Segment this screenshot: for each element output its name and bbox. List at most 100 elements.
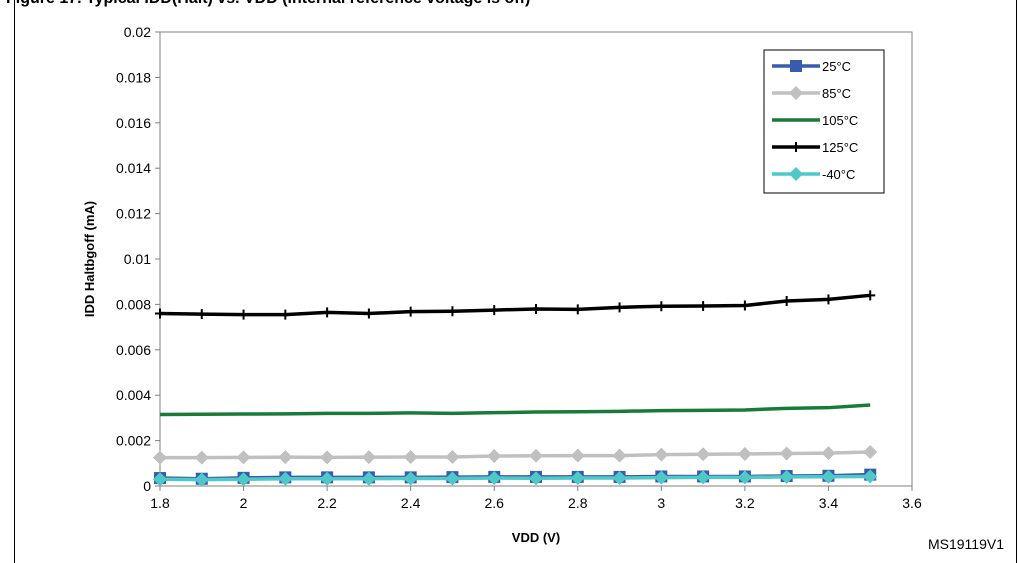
series-4-point-3 [278, 471, 293, 486]
series-1-point-17 [863, 444, 878, 459]
series-1-point-10 [570, 448, 585, 463]
series-line-3 [159, 293, 871, 317]
series-3-point-6 [405, 306, 416, 317]
series-3 [155, 290, 876, 320]
legend-item-0: 25°C [772, 59, 851, 74]
series-3-point-17 [865, 290, 876, 301]
legend-marker-3 [791, 142, 801, 152]
series-3-point-12 [656, 301, 667, 312]
series-3-point-10 [572, 304, 583, 315]
series-3-point-1 [196, 309, 207, 320]
legend-marker-4 [789, 167, 803, 181]
legend-label-0: 25°C [822, 59, 851, 74]
y-tick-label-9: 0.018 [116, 69, 151, 85]
y-tick-label-7: 0.014 [116, 160, 151, 176]
series-1-point-9 [529, 448, 543, 463]
y-tick-label-6: 0.012 [116, 206, 151, 222]
series-3-point-11 [614, 302, 625, 313]
series-1-point-0 [153, 450, 167, 465]
series-4-point-16 [821, 469, 836, 484]
y-tick-label-5: 0.01 [124, 251, 151, 267]
legend-label-3: 125°C [822, 140, 858, 155]
y-axis-label: IDD Haltbgoff (mA) [82, 201, 97, 317]
x-tick-label-3: 2.4 [401, 495, 421, 511]
series-4-point-4 [320, 471, 335, 486]
series-4-point-2 [236, 472, 251, 487]
legend-item-2: 105°C [772, 113, 858, 128]
y-tick-label-3: 0.006 [116, 342, 151, 358]
figure-reference: MS19119V1 [927, 536, 1004, 552]
series-line-1 [160, 450, 871, 460]
right-border [1016, 0, 1017, 563]
legend-label-1: 85°C [822, 86, 851, 101]
series-4-point-7 [445, 471, 460, 486]
legend-item-3: 125°C [772, 140, 858, 155]
series-1-point-7 [445, 449, 460, 464]
series-3-point-16 [823, 294, 834, 305]
x-tick-label-6: 3 [657, 495, 665, 511]
series-1-point-15 [779, 446, 794, 461]
x-tick-label-5: 2.8 [568, 495, 588, 511]
series-3-point-7 [447, 306, 458, 317]
series-line-4 [159, 474, 871, 482]
x-tick-label-1: 2 [240, 495, 248, 511]
series-4-point-17 [863, 469, 878, 484]
series-4-point-6 [403, 471, 418, 486]
legend-label-2: 105°C [822, 113, 858, 128]
series-1-point-8 [487, 449, 502, 464]
left-border [14, 0, 15, 563]
legend-marker-0 [790, 60, 802, 72]
x-tick-label-7: 3.2 [735, 495, 755, 511]
series-4-point-9 [529, 471, 543, 486]
series-4-point-15 [779, 469, 794, 484]
y-tick-label-2: 0.004 [116, 387, 151, 403]
x-tick-label-8: 3.4 [819, 495, 839, 511]
series-3-point-0 [155, 308, 165, 319]
series-line-2 [159, 403, 871, 417]
y-tick-label-0: 0 [143, 478, 151, 494]
y-tick-label-1: 0.002 [116, 433, 151, 449]
series-1-point-11 [612, 448, 627, 463]
series-1-point-5 [361, 450, 376, 465]
series-1-point-2 [236, 450, 251, 465]
series-3-point-4 [322, 307, 333, 318]
series-4-point-0 [153, 472, 167, 487]
series-3-point-8 [489, 305, 500, 316]
series-4-point-11 [612, 471, 627, 486]
series-3-point-13 [698, 300, 709, 311]
series-1-point-4 [320, 450, 335, 465]
series-4-point-1 [194, 472, 209, 487]
x-axis-label: VDD (V) [512, 530, 560, 545]
series-1-point-6 [403, 449, 418, 464]
series-3-point-15 [781, 295, 792, 306]
series-1-point-16 [821, 446, 836, 461]
x-tick-label-9: 3.6 [902, 495, 922, 511]
legend: 25°C 85°C 105°C 125°C -40°C [763, 49, 885, 194]
series-1-point-12 [654, 447, 669, 462]
x-tick-label-2: 2.2 [317, 495, 337, 511]
series-3-point-2 [238, 309, 249, 320]
series-1-point-13 [696, 447, 711, 462]
series-1-point-3 [278, 450, 293, 465]
series-3-point-14 [739, 300, 750, 311]
series-4 [153, 469, 878, 487]
y-tick-label-8: 0.016 [116, 115, 151, 131]
series-3-point-9 [531, 303, 541, 314]
series-4-point-12 [654, 470, 669, 485]
series-1 [153, 444, 878, 465]
legend-label-4: -40°C [822, 167, 855, 182]
series-2 [159, 403, 871, 417]
y-tick-label-10: 0.02 [124, 24, 151, 40]
series-4-point-5 [361, 471, 376, 486]
series-4-point-10 [570, 471, 585, 486]
series-1-point-14 [737, 446, 752, 461]
series-3-point-5 [363, 308, 374, 319]
figure-title: Figure 17. Typical IDD(Halt) vs. VDD (in… [6, 0, 530, 8]
series-4-point-13 [696, 470, 711, 485]
legend-item-1: 85°C [772, 86, 851, 101]
series-3-point-3 [280, 309, 291, 320]
series-1-point-1 [194, 450, 209, 465]
series-4-point-8 [487, 471, 502, 486]
